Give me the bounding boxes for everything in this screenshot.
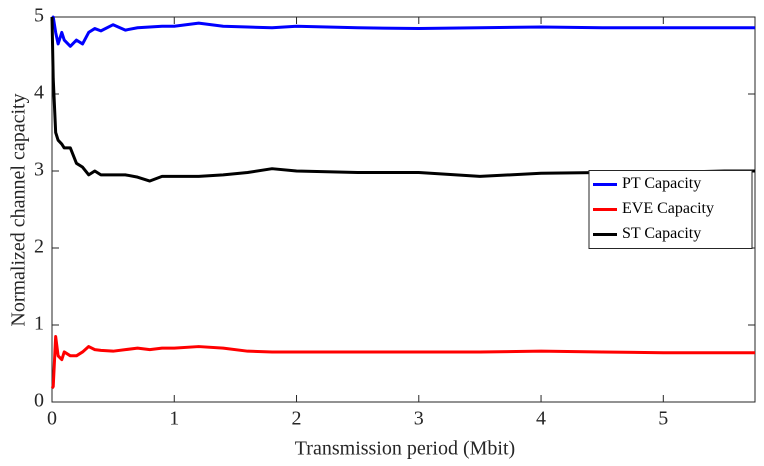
y-tick-label: 1 [34, 313, 44, 335]
legend-label: PT Capacity [622, 175, 701, 192]
y-axis-label: Normalized channel capacity [8, 93, 30, 326]
legend-label: ST Capacity [622, 225, 701, 242]
series-line [50, 335, 755, 390]
series-line [50, 16, 755, 183]
series-line [50, 15, 755, 48]
y-tick-label: 5 [34, 5, 44, 27]
x-tick-label: 1 [169, 408, 179, 430]
x-tick-label: 3 [414, 408, 424, 430]
y-tick-label: 2 [34, 236, 44, 258]
legend-label: EVE Capacity [622, 200, 714, 217]
x-tick-label: 5 [658, 408, 668, 430]
y-tick-label: 0 [34, 390, 44, 412]
y-tick-label: 3 [34, 159, 44, 181]
y-tick-label: 4 [34, 82, 44, 104]
legend: PT Capacity EVE Capacity ST Capacity [588, 170, 753, 249]
x-tick-label: 4 [536, 408, 546, 430]
plot-frame [51, 16, 756, 403]
x-axis-label: Transmission period (Mbit) [295, 438, 515, 460]
x-tick-label: 2 [292, 408, 302, 430]
x-tick-label: 0 [47, 408, 57, 430]
